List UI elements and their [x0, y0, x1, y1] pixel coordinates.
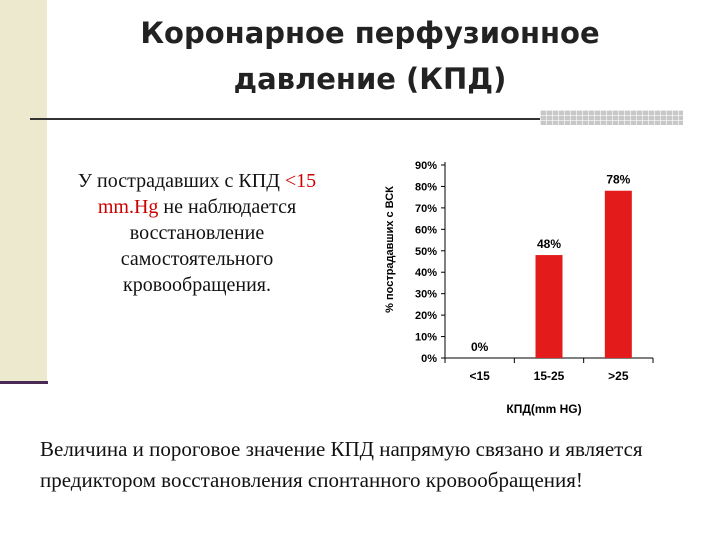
conclusion-text: Величина и пороговое значение КПД напрям… — [40, 437, 643, 492]
y-tick-label: 40% — [415, 267, 437, 279]
data-label: 0% — [471, 340, 489, 354]
bar-chart: 0% 10% 20% 30% 40% 50% 60% 70% 80% 90% % пострадав… — [384, 160, 654, 416]
bar — [604, 190, 632, 358]
y-tick-label: 90% — [415, 160, 437, 172]
slide-title: Коронарное перфузионное давление (КПД) — [100, 10, 640, 102]
x-axis-title: КПД(mm HG) — [506, 402, 581, 416]
bar — [535, 255, 563, 358]
data-label: 78% — [606, 173, 630, 187]
title-divider — [30, 118, 540, 120]
y-tick-label: 60% — [415, 224, 437, 236]
y-tick-label: 20% — [415, 310, 437, 322]
left-description: У пострадавших с КПД <15 mm.Hg не наблюд… — [62, 168, 332, 298]
description-part-1: У пострадавших с КПД — [77, 170, 285, 192]
y-tick-label: 50% — [415, 246, 437, 258]
y-axis-title: % пострадавших с ВСК — [384, 186, 396, 313]
y-tick-label: 70% — [415, 203, 437, 215]
title-line-2: давление (КПД) — [233, 62, 507, 96]
decorative-grid-pattern — [540, 110, 683, 125]
x-tick-label: 15-25 — [534, 369, 565, 383]
description-part-2: не наблюдается восстановление самостояте… — [120, 196, 297, 296]
left-decor-bar — [0, 0, 47, 383]
y-tick-label: 10% — [415, 332, 437, 344]
y-tick-label: 80% — [415, 181, 437, 193]
title-line-1: Коронарное перфузионное — [140, 16, 600, 50]
data-label: 48% — [537, 237, 561, 251]
left-decor-rule — [0, 381, 48, 384]
x-tick-label: <15 — [469, 369, 490, 383]
description-highlight: <15 mm.Hg — [97, 170, 317, 218]
y-tick-label: 30% — [415, 289, 437, 301]
x-tick-label: >25 — [608, 369, 629, 383]
y-tick-label: 0% — [421, 353, 437, 365]
